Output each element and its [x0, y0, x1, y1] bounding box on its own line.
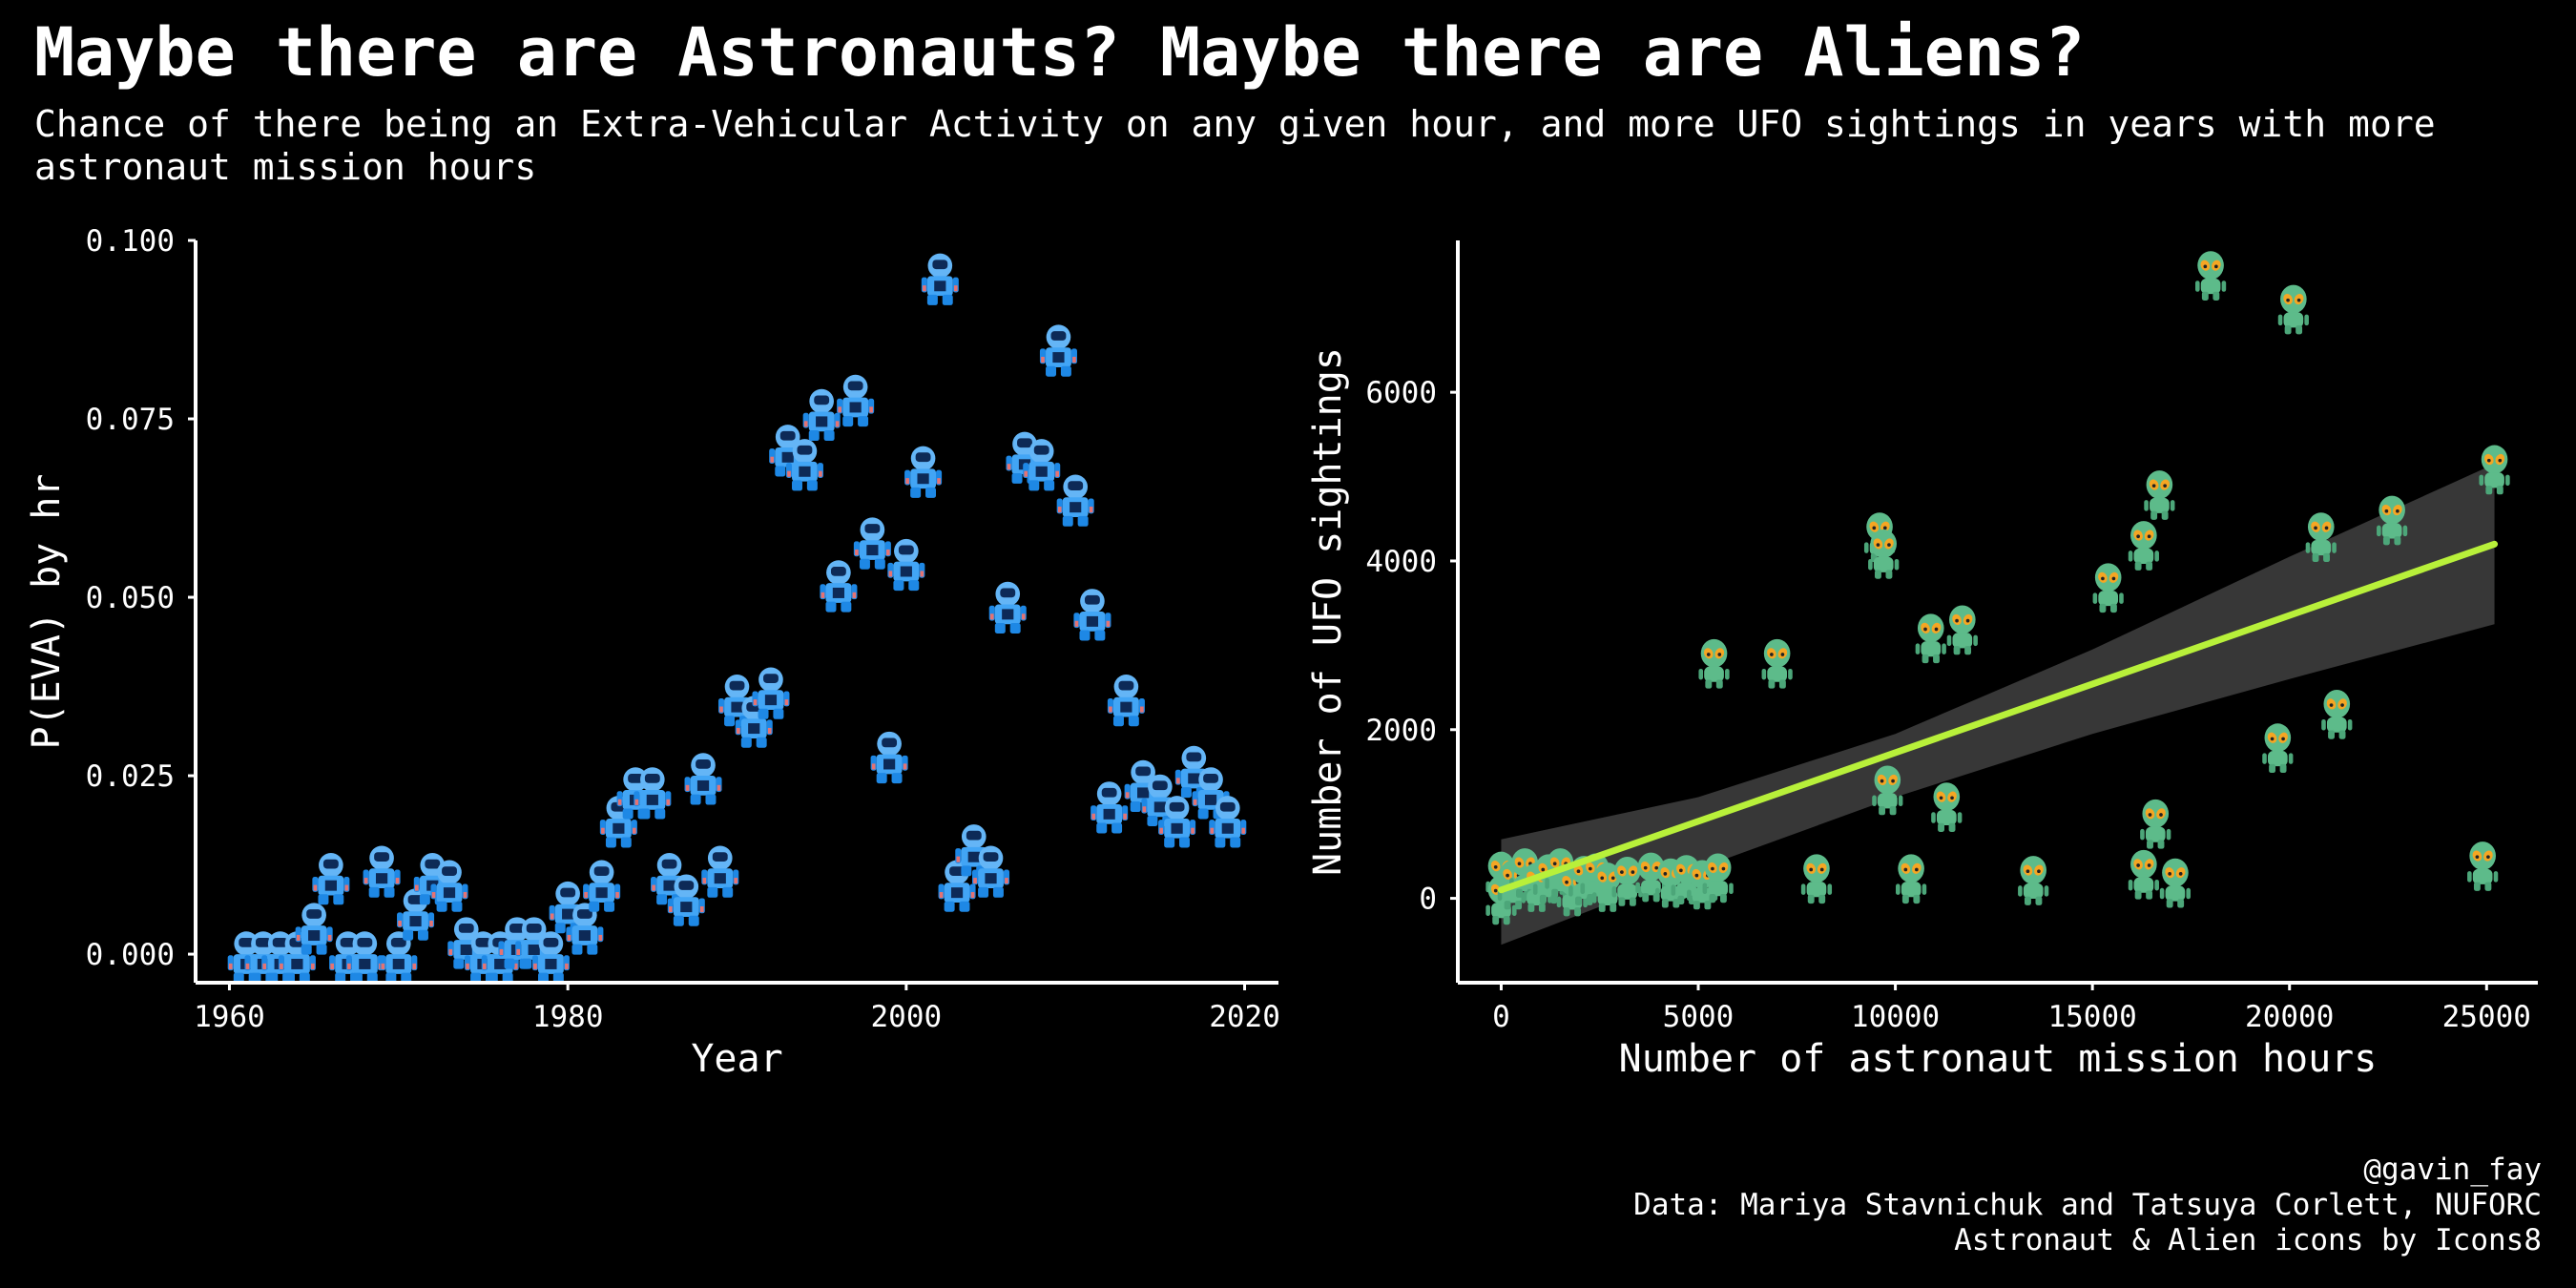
credit-handle: @gavin_fay: [2363, 1153, 2542, 1187]
ufo-x-tick-label: 10000: [1851, 1000, 1940, 1034]
ufo-point: [2262, 723, 2294, 774]
ufo-sightings-plot: 0 5000 10000 15000 20000 25000 0 2000 4000 6000 Nu…: [1306, 240, 2538, 1081]
ufo-point: [1931, 782, 1963, 832]
ufo-point: [2128, 521, 2159, 571]
ufo-point: [1946, 605, 1978, 655]
eva-point: [802, 388, 841, 442]
eva-y-tick-label: 0.050: [86, 581, 175, 615]
ufo-x-tick-label: 0: [1492, 1000, 1510, 1034]
ufo-x-tick-label: 15000: [2047, 1000, 2136, 1034]
eva-point: [988, 581, 1027, 634]
eva-point: [1091, 781, 1129, 834]
eva-point: [870, 731, 908, 784]
eva-y-tick-label: 0.000: [86, 938, 175, 972]
ufo-x-tick-label: 5000: [1663, 1000, 1735, 1034]
ufo-y-tick-label: 2000: [1365, 714, 1437, 748]
trend-line: [1497, 540, 2499, 894]
eva-x-tick-label: 2000: [871, 1000, 943, 1034]
eva-y-tick-label: 0.100: [86, 224, 175, 259]
eva-point: [684, 753, 722, 805]
eva-y-tick-label: 0.025: [86, 759, 175, 794]
eva-point: [921, 253, 959, 305]
eva-point: [887, 538, 925, 592]
eva-point: [1073, 589, 1111, 641]
credit-data-source: Data: Mariya Stavnichuk and Tatsuya Corl…: [1633, 1188, 2542, 1222]
eva-y-tick-label: 0.075: [86, 403, 175, 437]
ufo-point: [2467, 841, 2499, 891]
ufo-point: [2321, 689, 2353, 739]
ufo-point: [1915, 613, 1946, 664]
chart-subtitle: Chance of there being an Extra-Vehicular…: [34, 103, 2436, 188]
eva-x-axis-label: Year: [691, 1037, 782, 1081]
eva-point: [820, 560, 858, 613]
ufo-point: [2144, 470, 2175, 520]
eva-point: [701, 845, 739, 898]
ufo-y-tick-label: 0: [1419, 883, 1437, 917]
ufo-point: [2018, 856, 2049, 905]
ufo-point: [2128, 849, 2159, 900]
ufo-x-tick-label: 20000: [2245, 1000, 2334, 1034]
ufo-point: [2194, 251, 2227, 301]
confidence-band: [1501, 464, 2495, 945]
ufo-point: [2277, 284, 2309, 335]
ufo-point: [1698, 638, 1730, 689]
ufo-point: [2140, 799, 2171, 849]
eva-point: [1107, 674, 1145, 727]
eva-y-axis-label: P(EVA) by hr: [25, 474, 69, 750]
ufo-point: [1800, 854, 1833, 904]
eva-x-tick-label: 2020: [1209, 1000, 1280, 1034]
ufo-point: [1761, 638, 1793, 689]
chart-title: Maybe there are Astronauts? Maybe there …: [34, 13, 2086, 92]
eva-point: [904, 446, 943, 498]
ufo-point: [2092, 563, 2124, 613]
ufo-point: [1896, 854, 1927, 904]
eva-point: [363, 845, 401, 898]
ufo-x-axis-label: Number of astronaut mission hours: [1619, 1037, 2378, 1081]
eva-point: [312, 852, 350, 905]
credit-icons: Astronaut & Alien icons by Icons8: [1954, 1223, 2542, 1257]
ufo-point: [2159, 858, 2192, 908]
ufo-x-tick-label: 25000: [2442, 1000, 2531, 1034]
eva-point: [837, 374, 875, 427]
eva-x-tick-label: 1980: [532, 1000, 604, 1034]
eva-probability-plot: 1960 1980 2000 2020 0.000 0.025 0.050 0.075 0.10…: [25, 224, 1280, 1081]
eva-point: [1039, 324, 1077, 377]
credits: @gavin_fay Data: Mariya Stavnichuk and T…: [1633, 1153, 2542, 1258]
ufo-y-tick-label: 4000: [1365, 545, 1437, 579]
eva-point: [1056, 474, 1094, 527]
eva-x-tick-label: 1960: [194, 1000, 265, 1034]
ufo-y-tick-label: 6000: [1365, 376, 1437, 410]
ufo-y-axis-label: Number of UFO sightings: [1306, 347, 1350, 876]
eva-point: [853, 517, 891, 570]
